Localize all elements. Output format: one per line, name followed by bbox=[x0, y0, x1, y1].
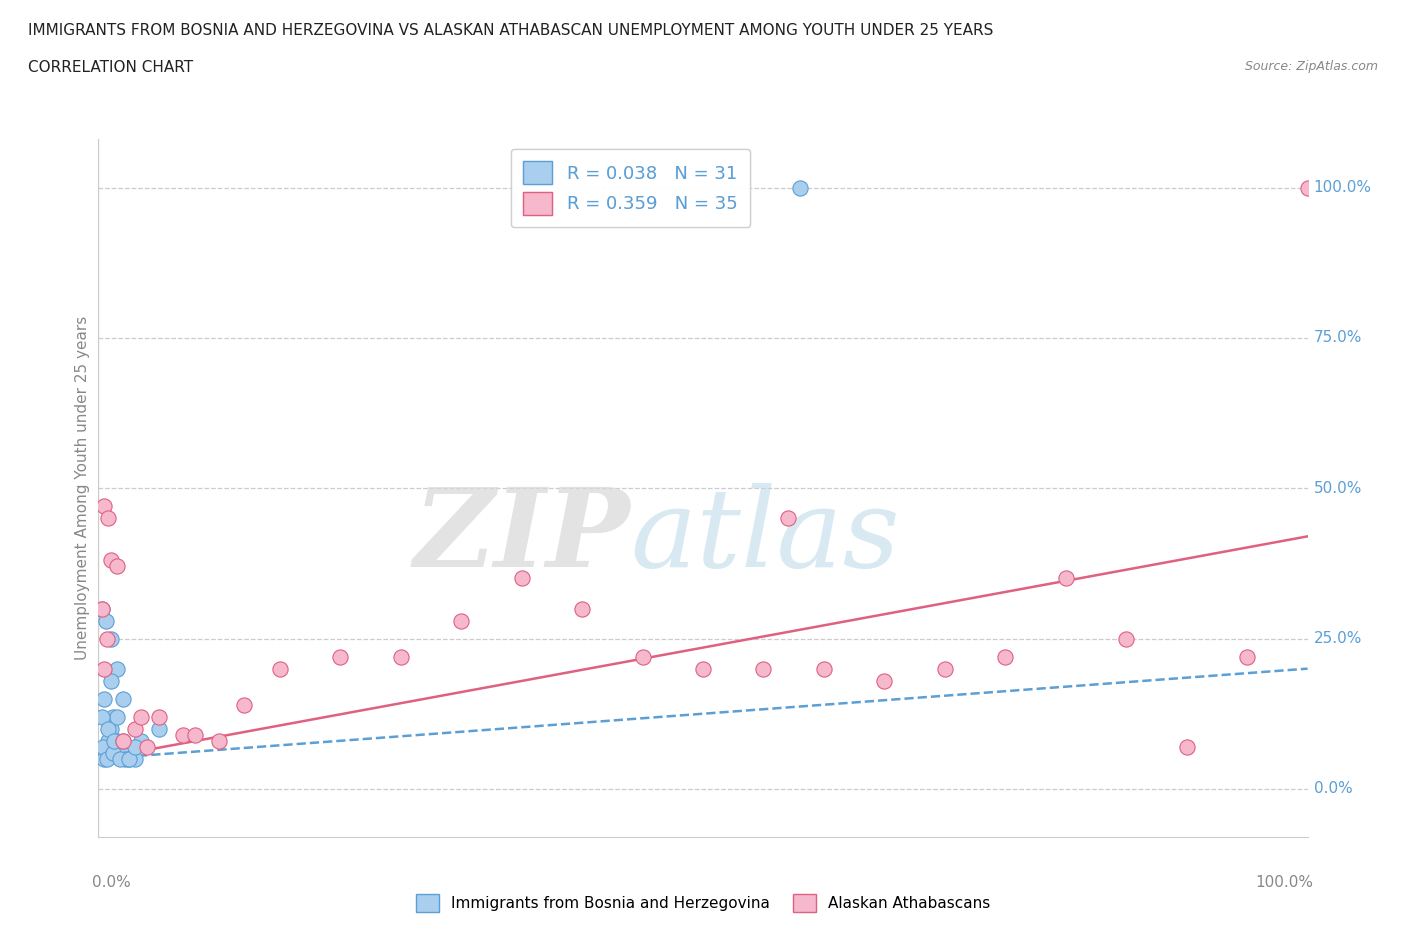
Point bbox=[269, 661, 291, 676]
Point bbox=[571, 601, 593, 616]
Point bbox=[97, 511, 120, 525]
Text: 50.0%: 50.0% bbox=[1313, 481, 1362, 496]
Point bbox=[208, 734, 231, 749]
Text: 0.0%: 0.0% bbox=[93, 875, 131, 890]
Point bbox=[1054, 571, 1077, 586]
Point bbox=[93, 498, 115, 513]
Text: 0.0%: 0.0% bbox=[1313, 781, 1353, 796]
Point bbox=[93, 691, 115, 706]
Text: 100.0%: 100.0% bbox=[1313, 180, 1372, 195]
Point bbox=[232, 698, 254, 712]
Point bbox=[91, 601, 114, 616]
Point bbox=[776, 511, 799, 525]
Point bbox=[101, 710, 124, 724]
Point bbox=[1175, 739, 1198, 754]
Point bbox=[93, 661, 115, 676]
Point bbox=[129, 710, 152, 724]
Point bbox=[103, 734, 125, 749]
Legend: Immigrants from Bosnia and Herzegovina, Alaskan Athabascans: Immigrants from Bosnia and Herzegovina, … bbox=[409, 888, 997, 918]
Point bbox=[101, 745, 124, 760]
Point bbox=[692, 661, 714, 676]
Point bbox=[94, 613, 117, 628]
Point bbox=[789, 180, 811, 195]
Text: ZIP: ZIP bbox=[413, 484, 630, 591]
Point bbox=[100, 553, 122, 568]
Point bbox=[1115, 631, 1137, 646]
Point bbox=[105, 734, 128, 749]
Point bbox=[129, 734, 152, 749]
Point bbox=[96, 631, 118, 646]
Point bbox=[105, 710, 128, 724]
Point bbox=[111, 734, 134, 749]
Point bbox=[91, 739, 114, 754]
Point bbox=[873, 673, 896, 688]
Point bbox=[148, 710, 170, 724]
Y-axis label: Unemployment Among Youth under 25 years: Unemployment Among Youth under 25 years bbox=[75, 316, 90, 660]
Point bbox=[111, 734, 134, 749]
Point bbox=[1236, 649, 1258, 664]
Point bbox=[100, 673, 122, 688]
Text: Source: ZipAtlas.com: Source: ZipAtlas.com bbox=[1244, 60, 1378, 73]
Point bbox=[184, 727, 207, 742]
Point bbox=[111, 745, 134, 760]
Text: 25.0%: 25.0% bbox=[1313, 631, 1362, 646]
Point bbox=[93, 751, 115, 766]
Point bbox=[108, 751, 131, 766]
Point bbox=[1296, 180, 1319, 195]
Point bbox=[105, 559, 128, 574]
Text: atlas: atlas bbox=[630, 484, 900, 591]
Point bbox=[118, 751, 141, 766]
Point bbox=[124, 722, 146, 737]
Point bbox=[148, 722, 170, 737]
Text: 75.0%: 75.0% bbox=[1313, 330, 1362, 345]
Point bbox=[105, 661, 128, 676]
Text: CORRELATION CHART: CORRELATION CHART bbox=[28, 60, 193, 75]
Point bbox=[752, 661, 775, 676]
Point bbox=[124, 739, 146, 754]
Point bbox=[329, 649, 352, 664]
Point bbox=[450, 613, 472, 628]
Point bbox=[389, 649, 412, 664]
Point bbox=[124, 751, 146, 766]
Point bbox=[91, 710, 114, 724]
Text: IMMIGRANTS FROM BOSNIA AND HERZEGOVINA VS ALASKAN ATHABASCAN UNEMPLOYMENT AMONG : IMMIGRANTS FROM BOSNIA AND HERZEGOVINA V… bbox=[28, 23, 994, 38]
Point bbox=[100, 631, 122, 646]
Point bbox=[100, 722, 122, 737]
Point bbox=[96, 751, 118, 766]
Point bbox=[934, 661, 956, 676]
Point bbox=[813, 661, 835, 676]
Text: 100.0%: 100.0% bbox=[1256, 875, 1313, 890]
Point bbox=[97, 734, 120, 749]
Point bbox=[510, 571, 533, 586]
Point bbox=[97, 722, 120, 737]
Legend: R = 0.038   N = 31, R = 0.359   N = 35: R = 0.038 N = 31, R = 0.359 N = 35 bbox=[510, 149, 751, 228]
Point bbox=[91, 601, 114, 616]
Point bbox=[631, 649, 654, 664]
Point bbox=[118, 751, 141, 766]
Point bbox=[108, 739, 131, 754]
Point bbox=[111, 691, 134, 706]
Point bbox=[172, 727, 194, 742]
Point bbox=[135, 739, 157, 754]
Point bbox=[114, 751, 136, 766]
Point bbox=[994, 649, 1017, 664]
